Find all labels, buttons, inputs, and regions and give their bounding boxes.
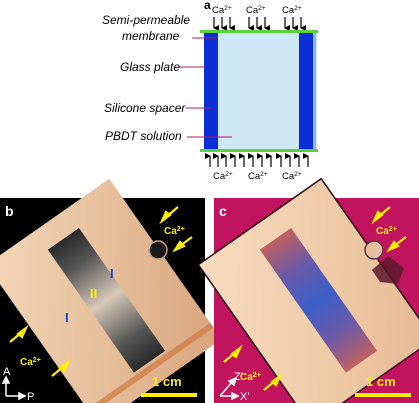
- sample-b-edge: [87, 322, 214, 403]
- scale-bar-b: [141, 393, 197, 397]
- top-arrows: [213, 17, 306, 31]
- membrane-label-line1: Semi-permeable: [102, 13, 190, 27]
- z-axis-label: Z': [234, 371, 243, 383]
- bottom-ion-label-2: Ca2+: [248, 171, 268, 183]
- region-marker-ii: II: [90, 286, 97, 301]
- sample-b-bubble: [148, 240, 168, 260]
- panel-b-letter: b: [5, 203, 14, 219]
- sample-c-bubble: [364, 240, 384, 260]
- panel-c: c Ca2+ Ca2+ Z' X' 1 cm: [197, 177, 419, 403]
- dark-band-b: [47, 227, 166, 373]
- membrane-top: [200, 30, 318, 33]
- panel-a: a Ca2+ Ca2+ Ca2+: [102, 0, 318, 182]
- polarizer-axes: [1, 375, 27, 401]
- panel-b: I II I b Ca2+ Ca2+ A P 1 cm: [0, 178, 222, 403]
- ca-label-b-top: Ca2+: [164, 226, 185, 238]
- glass-plate-label: Glass plate: [120, 60, 180, 74]
- silicone-spacer-right: [299, 33, 313, 149]
- polarizer-label: P: [27, 391, 34, 403]
- region-marker-i-upper: I: [110, 266, 114, 281]
- bottom-ion-label-3: Ca2+: [282, 171, 302, 183]
- membrane-bottom: [200, 149, 318, 152]
- silicone-spacer-left: [204, 33, 218, 149]
- top-ion-label-2: Ca2+: [246, 5, 266, 17]
- membrane-label-line2: membrane: [122, 29, 180, 43]
- wave-plate-axes: [219, 376, 240, 401]
- ca-arrows-b: [9, 206, 193, 377]
- ca-label-b-bottom: Ca2+: [20, 357, 41, 369]
- sample-c-defect: [372, 256, 404, 284]
- top-ion-label-3: Ca2+: [282, 5, 302, 17]
- ca-label-c: Ca2+: [376, 226, 397, 238]
- top-ion-label-1: Ca2+: [212, 5, 232, 17]
- region-marker-i-lower: I: [65, 310, 69, 325]
- x-axis-label: X': [240, 391, 249, 403]
- leader-lines: [180, 37, 232, 138]
- silicone-spacer-label: Silicone spacer: [104, 101, 186, 115]
- scale-label-c: 1 cm: [366, 374, 396, 389]
- panel-a-letter: a: [204, 0, 211, 12]
- bottom-ion-label-1: Ca2+: [213, 171, 233, 183]
- glass-plate-edge: [313, 33, 316, 149]
- pbdt-solution-label: PBDT solution: [105, 129, 182, 143]
- scale-label-b: 1 cm: [152, 374, 182, 389]
- analyzer-label: A: [3, 366, 11, 378]
- sample-b: [0, 178, 222, 403]
- scale-bar-c: [355, 393, 411, 397]
- sample-c: [197, 177, 419, 403]
- blue-band-c: [259, 227, 378, 373]
- panel-c-letter: c: [219, 203, 227, 219]
- ca-arrows-c: [223, 206, 407, 391]
- pbdt-solution: [204, 32, 317, 150]
- bottom-arrows: [205, 153, 309, 167]
- ca-label-c-bottom: Ca2+: [240, 372, 261, 384]
